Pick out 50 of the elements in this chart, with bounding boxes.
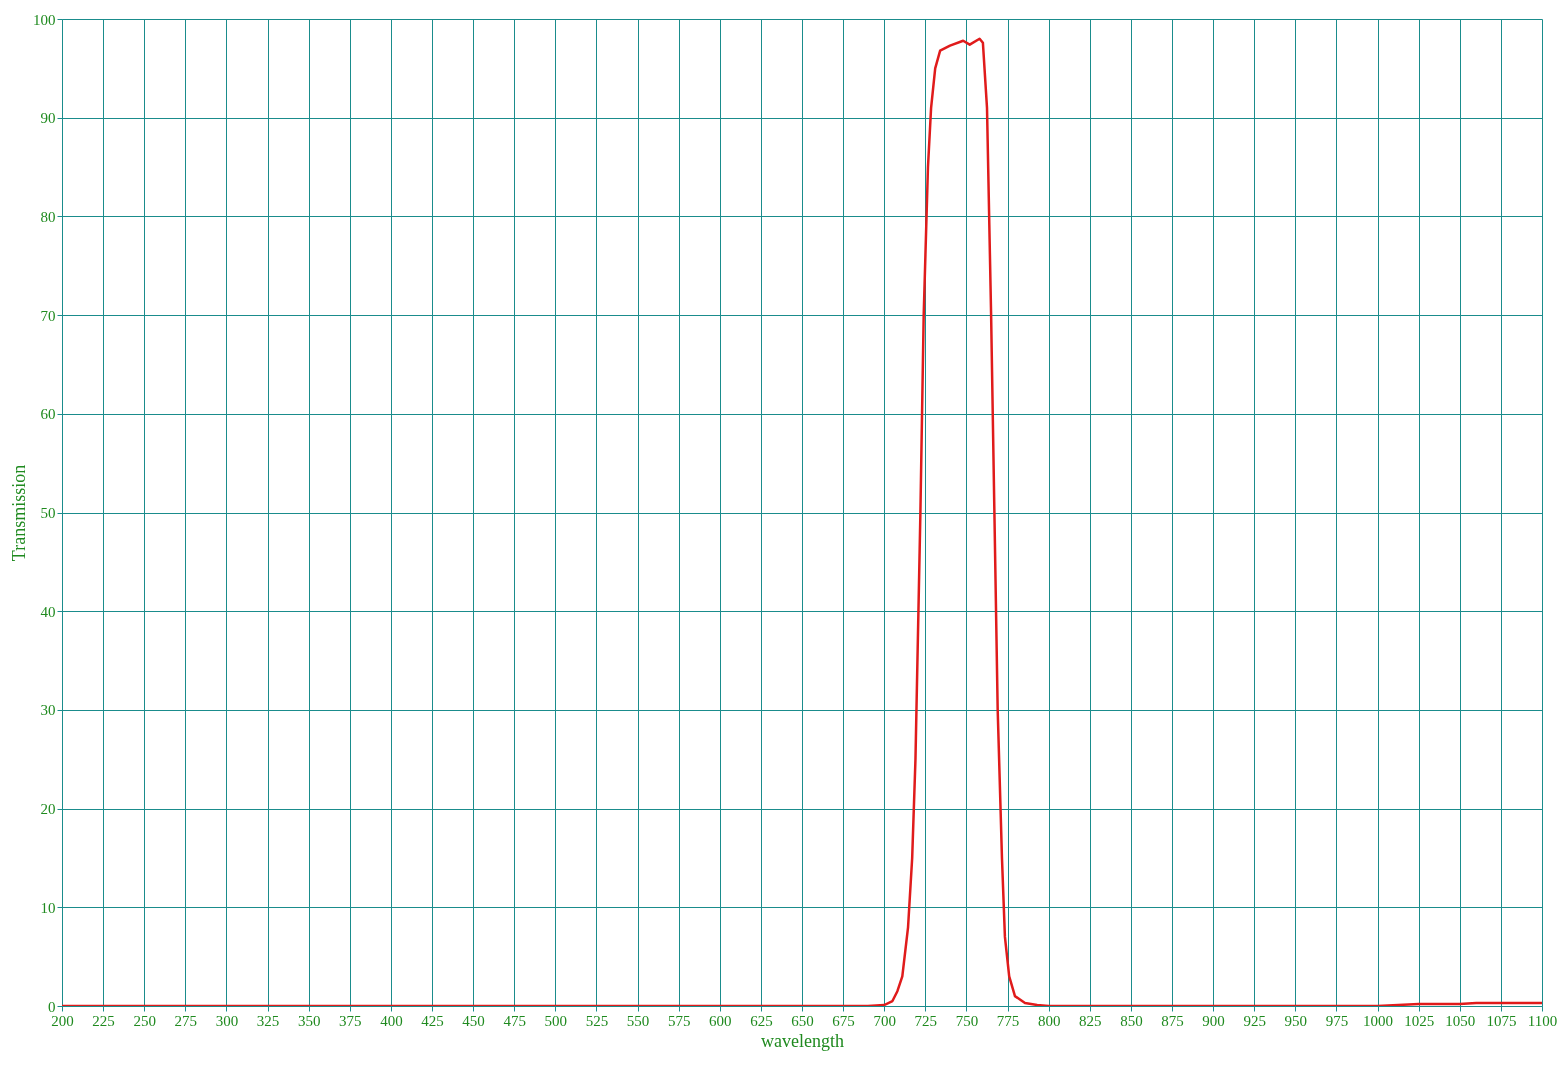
x-tick-label: 700 [873,1012,896,1029]
x-tick-label: 350 [297,1012,321,1029]
x-tick-label: 1100 [1527,1012,1558,1029]
y-axis-title: Transmission [9,464,29,562]
x-tick-label: 325 [256,1012,280,1029]
x-tick-label: 750 [955,1012,979,1029]
y-tick-label: 60 [40,406,56,423]
x-tick-label: 225 [92,1012,115,1029]
x-tick-label: 975 [1325,1012,1349,1029]
x-tick-label: 900 [1202,1012,1225,1029]
x-tick-label: 425 [421,1012,444,1029]
x-tick-label: 625 [750,1012,773,1029]
x-tick-label: 775 [996,1012,1020,1029]
x-tick-label: 925 [1243,1012,1266,1029]
x-tick-label: 200 [51,1012,74,1029]
x-tick-label: 950 [1284,1012,1308,1029]
x-tick-label: 875 [1161,1012,1184,1029]
y-tick-label: 90 [40,110,56,127]
x-tick-label: 450 [462,1012,485,1029]
x-tick-label: 825 [1079,1012,1102,1029]
x-tick-label: 1075 [1486,1012,1517,1029]
x-tick-label: 250 [133,1012,156,1029]
x-tick-label: 375 [339,1012,362,1029]
x-tick-label: 650 [791,1012,814,1029]
x-tick-label: 525 [585,1012,609,1029]
x-tick-label: 1050 [1445,1012,1476,1029]
y-tick-label: 50 [40,505,56,521]
x-tick-label: 300 [215,1012,239,1029]
x-tick-label: 1000 [1363,1012,1394,1029]
y-tick-label: 30 [40,702,56,719]
x-tick-label: 850 [1120,1012,1143,1029]
x-tick-label: 675 [832,1012,855,1029]
x-tick-label: 800 [1037,1012,1061,1029]
y-tick-label: 20 [40,801,56,818]
x-tick-label: 575 [667,1012,691,1029]
x-tick-label: 725 [914,1012,938,1029]
x-axis-title: wavelength [761,1030,844,1051]
y-tick-label: 100 [33,11,56,28]
x-tick-label: 400 [380,1012,403,1029]
x-tick-label: 1025 [1404,1012,1435,1029]
x-tick-label: 600 [709,1012,732,1029]
y-tick-label: 0 [48,998,56,1015]
y-tick-label: 70 [40,307,56,324]
x-tick-label: 275 [174,1012,198,1029]
y-tick-label: 40 [40,603,56,620]
y-tick-label: 80 [40,208,56,225]
x-tick-label: 500 [544,1012,568,1029]
y-tick-label: 10 [40,899,56,916]
x-tick-label: 550 [626,1012,650,1029]
x-tick-label: 475 [503,1012,526,1029]
